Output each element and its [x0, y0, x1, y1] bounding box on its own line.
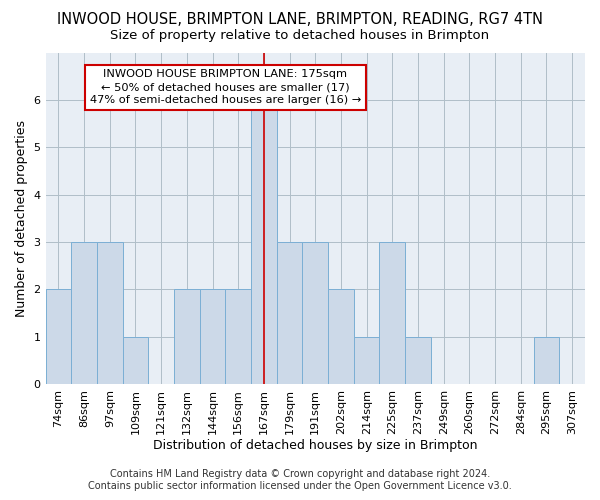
Bar [226, 290, 251, 384]
Bar [302, 242, 328, 384]
Text: INWOOD HOUSE, BRIMPTON LANE, BRIMPTON, READING, RG7 4TN: INWOOD HOUSE, BRIMPTON LANE, BRIMPTON, R… [57, 12, 543, 28]
Text: Size of property relative to detached houses in Brimpton: Size of property relative to detached ho… [110, 29, 490, 42]
X-axis label: Distribution of detached houses by size in Brimpton: Distribution of detached houses by size … [153, 440, 478, 452]
Bar [328, 290, 354, 384]
Bar [97, 242, 122, 384]
Bar [122, 336, 148, 384]
Bar [379, 242, 405, 384]
Bar [46, 290, 71, 384]
Bar [71, 242, 97, 384]
Bar [354, 336, 379, 384]
Text: INWOOD HOUSE BRIMPTON LANE: 175sqm
← 50% of detached houses are smaller (17)
47%: INWOOD HOUSE BRIMPTON LANE: 175sqm ← 50%… [90, 69, 361, 106]
Y-axis label: Number of detached properties: Number of detached properties [15, 120, 28, 316]
Bar [533, 336, 559, 384]
Bar [174, 290, 200, 384]
Text: Contains HM Land Registry data © Crown copyright and database right 2024.
Contai: Contains HM Land Registry data © Crown c… [88, 470, 512, 491]
Bar [200, 290, 226, 384]
Bar [251, 100, 277, 384]
Bar [277, 242, 302, 384]
Bar [405, 336, 431, 384]
